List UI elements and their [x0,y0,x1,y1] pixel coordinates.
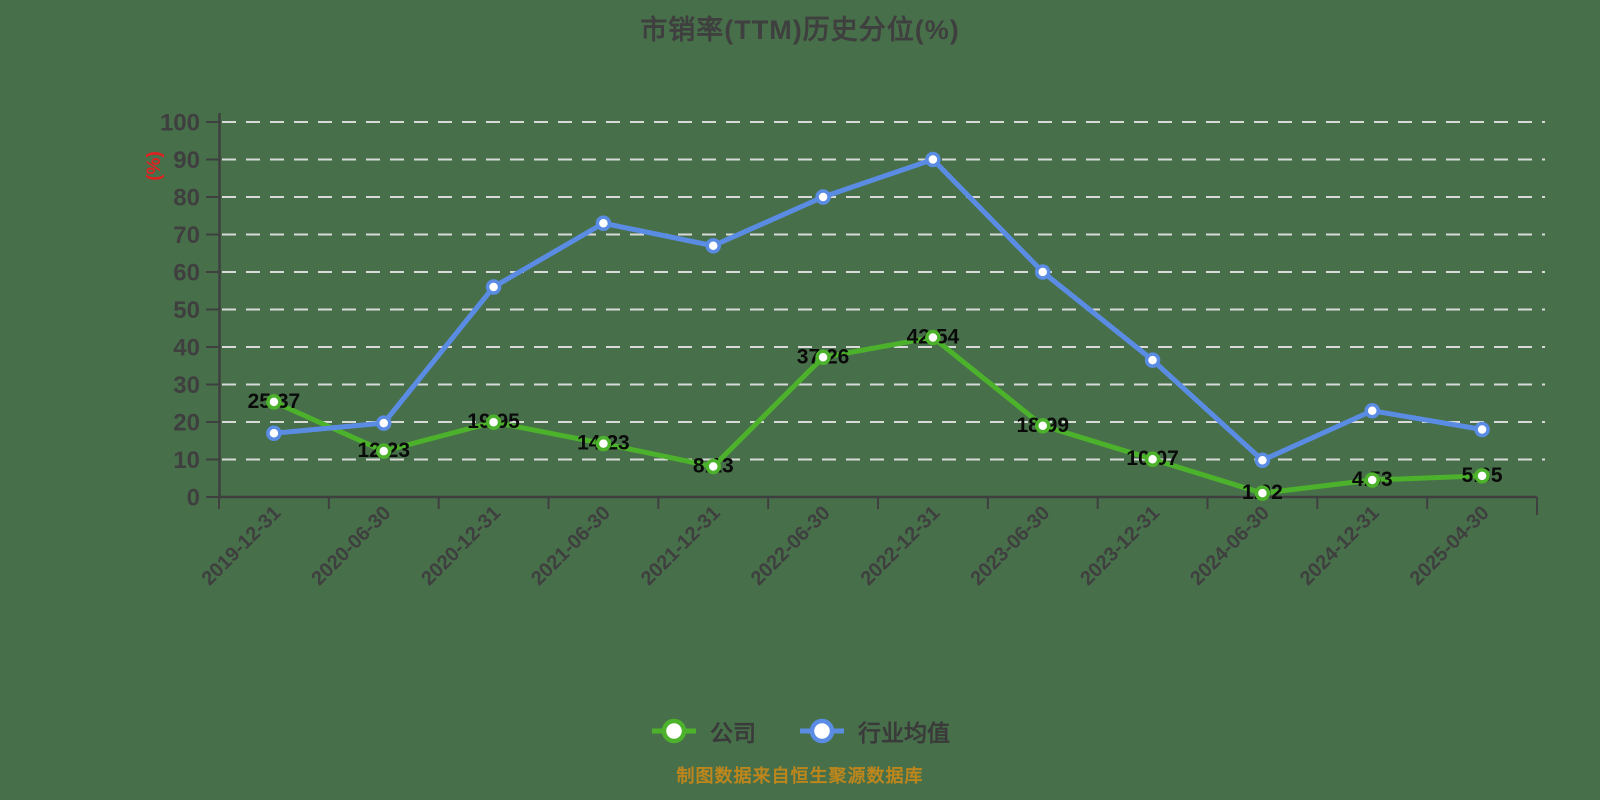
company-data-point-marker [705,458,721,475]
x-tick-label: 2020-06-30 [307,502,395,590]
x-tick-label: 2024-12-31 [1296,502,1384,590]
x-tick-label: 2024-06-30 [1186,502,1274,590]
legend: 公司 行业均值 [0,714,1600,748]
legend-item-industry[interactable]: 行业均值 [798,714,950,748]
company-data-point-marker [376,443,392,459]
industry-data-point-marker [266,425,282,441]
industry-series-marker-icon [800,718,844,744]
industry-data-point-marker [705,238,721,254]
industry-data-point-marker [1254,452,1271,468]
company-data-point-marker [1144,451,1161,467]
y-tick-label: 100 [160,110,200,137]
company-data-point-marker [595,435,612,452]
company-data-point-marker [925,329,941,346]
x-tick-label: 2019-12-31 [198,502,286,590]
y-tick-label: 80 [173,185,200,212]
industry-data-point-marker [1364,403,1380,419]
industry-data-point-marker [376,415,392,431]
x-tick-label: 2021-06-30 [527,502,615,590]
x-tick-label: 2023-06-30 [966,502,1054,590]
industry-data-point-marker [1035,264,1051,280]
industry-data-point-marker [815,189,831,205]
industry-data-point-marker [595,215,612,231]
y-tick-label: 20 [173,410,200,437]
industry-line [271,157,1485,463]
industry-data-point-marker [485,279,502,295]
x-tick-label: 2020-12-31 [417,502,505,590]
y-tick-label: 30 [173,372,200,399]
legend-label-industry: 行业均值 [858,720,950,746]
y-tick-label: 40 [173,335,200,362]
x-tick-label: 2023-12-31 [1076,502,1164,590]
industry-data-point-marker [925,151,941,168]
legend-item-company[interactable]: 公司 [650,714,756,748]
x-tick-label: 2022-06-30 [747,502,835,590]
y-tick-label: 0 [187,485,200,512]
company-data-point-marker [1254,485,1271,501]
company-data-point-marker [485,414,502,430]
legend-label-company: 公司 [710,720,756,746]
y-tick-label: 60 [173,260,200,287]
company-data-point-marker [1035,418,1051,434]
company-data-point-marker [1364,472,1380,488]
company-series-marker-icon [652,718,696,744]
company-data-point-marker [815,349,831,366]
chart-title: 市销率(TTM)历史分位(%) [640,15,960,45]
industry-data-point-marker [1474,421,1490,438]
company-data-point-marker [1474,468,1490,484]
industry-data-point-marker [1144,352,1161,368]
company-line [271,334,1485,496]
y-tick-label: 70 [173,222,200,249]
y-tick-label: 10 [173,447,200,474]
company-data-point-marker [266,394,282,410]
x-tick-label: 2022-12-31 [857,502,945,590]
x-tick-label: 2025-04-30 [1406,502,1494,590]
data-source-note: 制图数据来自恒生聚源数据库 [676,766,924,786]
x-tick-label: 2021-12-31 [637,502,725,590]
y-tick-label: 50 [173,297,200,324]
y-tick-label: 90 [173,147,200,174]
